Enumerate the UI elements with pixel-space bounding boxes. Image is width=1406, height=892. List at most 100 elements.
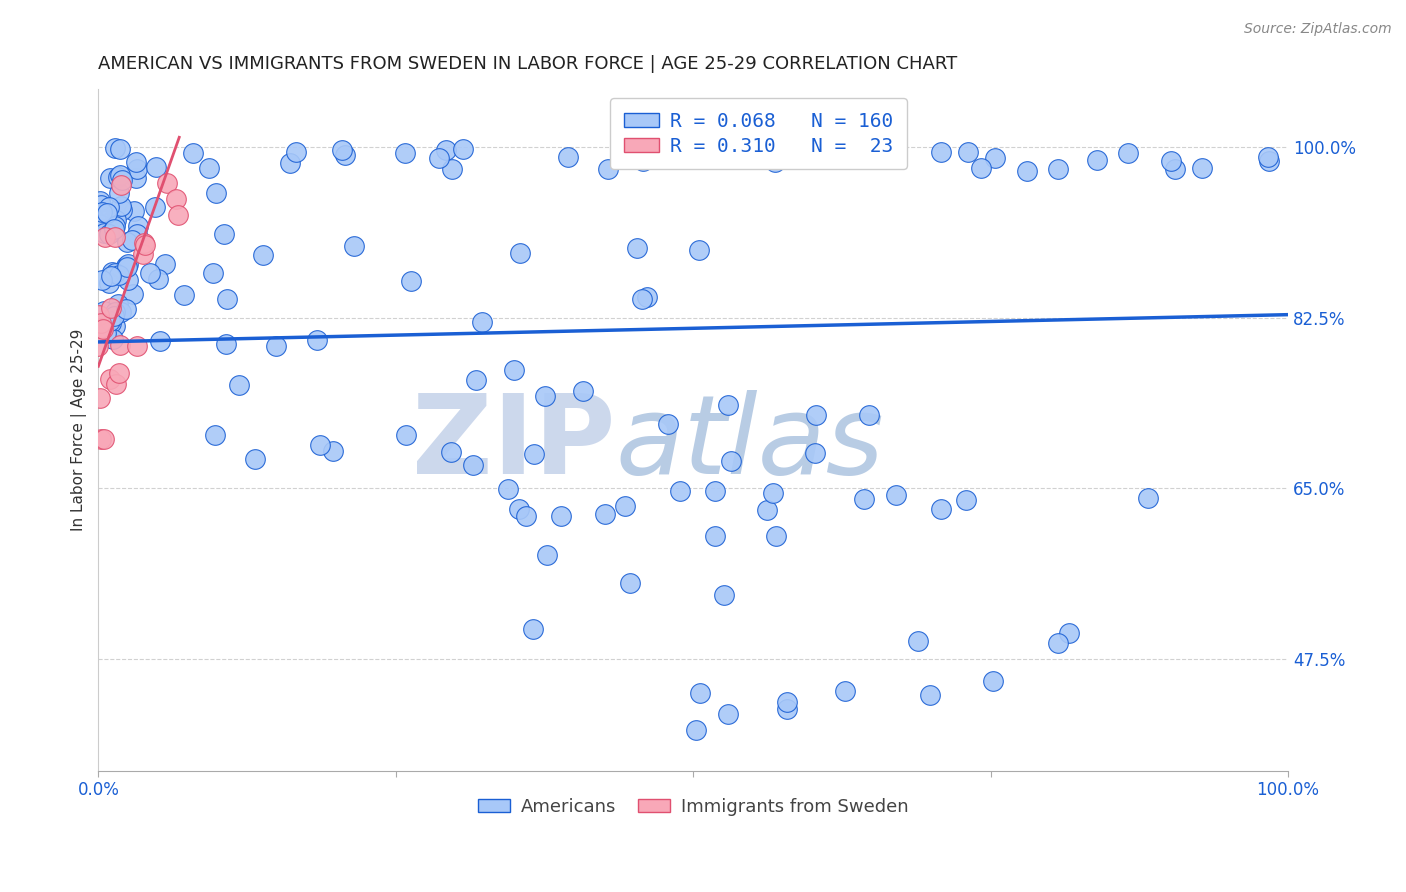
Point [522, 622, 544, 636]
Point [1017, 164, 1039, 178]
Point [1046, 636, 1069, 650]
Text: Source: ZipAtlas.com: Source: ZipAtlas.com [1244, 22, 1392, 37]
Point [343, 239, 366, 253]
Point [110, 178, 132, 193]
Point [132, 247, 155, 261]
Point [107, 186, 129, 201]
Point [758, 151, 780, 165]
Point [87, 339, 110, 353]
Point [401, 274, 423, 288]
Point [94, 213, 117, 227]
Point [89, 391, 111, 405]
Point [496, 482, 519, 496]
Point [706, 147, 728, 161]
Point [149, 334, 172, 349]
Point [335, 148, 357, 162]
Point [1118, 146, 1140, 161]
Point [623, 145, 645, 159]
Point [557, 150, 579, 164]
Point [107, 297, 129, 311]
Point [127, 219, 149, 233]
Point [834, 683, 856, 698]
Point [762, 486, 785, 500]
Point [717, 706, 740, 721]
Point [776, 695, 799, 709]
Point [879, 150, 901, 164]
Point [100, 316, 122, 330]
Point [114, 301, 136, 316]
Point [108, 169, 131, 183]
Point [104, 318, 127, 333]
Point [330, 144, 353, 158]
Text: ZIP: ZIP [412, 390, 616, 497]
Point [125, 154, 148, 169]
Point [115, 260, 138, 274]
Point [93, 322, 115, 336]
Point [252, 247, 274, 261]
Point [204, 428, 226, 442]
Point [125, 227, 148, 241]
Point [929, 502, 952, 516]
Text: atlas: atlas [616, 390, 884, 497]
Point [90, 316, 112, 330]
Point [98, 314, 121, 328]
Point [704, 483, 727, 498]
Point [145, 160, 167, 174]
Point [309, 437, 332, 451]
Point [427, 151, 450, 165]
Point [98, 227, 121, 242]
Point [858, 408, 880, 422]
Point [907, 634, 929, 648]
Point [125, 339, 148, 353]
Point [107, 366, 129, 380]
Point [1137, 491, 1160, 505]
Point [1257, 153, 1279, 168]
Point [636, 290, 658, 304]
Point [801, 142, 824, 156]
Point [125, 170, 148, 185]
Point [181, 146, 204, 161]
Point [1257, 150, 1279, 164]
Point [461, 458, 484, 473]
Point [98, 200, 121, 214]
Point [134, 238, 156, 252]
Point [983, 673, 1005, 688]
Point [434, 143, 457, 157]
Point [198, 161, 221, 176]
Point [103, 310, 125, 324]
Point [132, 235, 155, 250]
Point [94, 230, 117, 244]
Point [215, 293, 238, 307]
Point [1164, 161, 1187, 176]
Point [523, 447, 546, 461]
Point [89, 194, 111, 208]
Point [806, 408, 828, 422]
Point [984, 151, 1007, 165]
Point [100, 265, 122, 279]
Point [117, 257, 139, 271]
Point [657, 417, 679, 431]
Legend: Americans, Immigrants from Sweden: Americans, Immigrants from Sweden [470, 790, 917, 823]
Point [202, 266, 225, 280]
Point [143, 200, 166, 214]
Point [104, 266, 127, 280]
Point [305, 333, 328, 347]
Point [105, 377, 128, 392]
Point [104, 219, 127, 234]
Point [704, 529, 727, 543]
Point [228, 378, 250, 392]
Point [465, 373, 488, 387]
Point [127, 162, 149, 177]
Point [205, 186, 228, 200]
Point [1047, 162, 1070, 177]
Point [93, 433, 115, 447]
Point [619, 575, 641, 590]
Point [689, 686, 711, 700]
Point [515, 508, 537, 523]
Point [571, 384, 593, 399]
Point [738, 142, 761, 156]
Point [685, 723, 707, 737]
Point [117, 273, 139, 287]
Point [98, 371, 121, 385]
Point [918, 688, 941, 702]
